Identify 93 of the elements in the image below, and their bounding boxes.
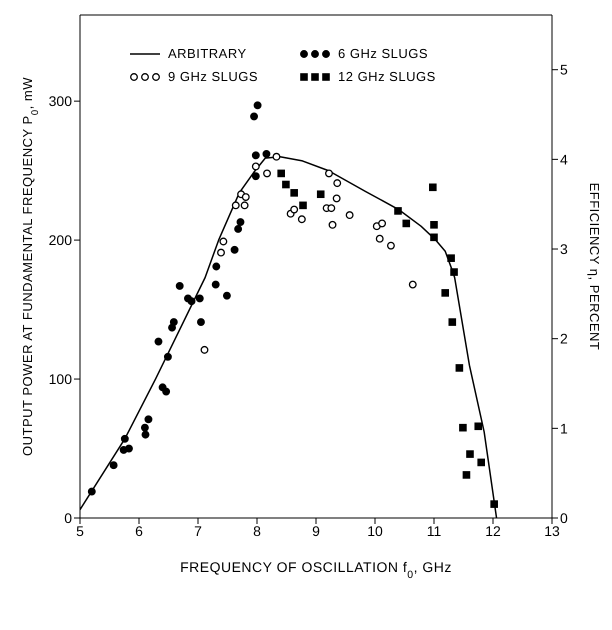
point [164,352,172,361]
point [162,388,170,396]
x-tick-label: 7 [194,522,202,539]
point [188,297,196,306]
y-tick-label: 100 [48,371,72,388]
point [212,262,220,270]
point [144,415,152,424]
point [394,207,402,215]
point [140,424,149,432]
point [212,280,220,289]
point [282,180,290,188]
point [325,169,333,178]
point [219,238,228,246]
point [252,162,260,170]
y-tick-label: 300 [48,93,72,110]
point [408,280,417,289]
point [240,201,249,210]
point [448,318,456,326]
x-tick-label: 12 [485,522,501,539]
point [234,225,242,233]
point [250,112,258,120]
point [299,202,307,210]
y2-tick-label: 5 [560,62,568,78]
point [328,220,336,229]
y-tick-label: 200 [48,232,72,248]
point [262,150,270,158]
point [252,151,260,160]
point [88,488,96,496]
point [447,254,455,262]
point [332,194,341,202]
x-tick-label: 11 [426,522,442,539]
x-tick-label: 5 [76,522,84,539]
point [456,364,464,372]
y2-tick-label: 1 [560,420,568,436]
point [466,450,474,458]
y-tick-label: 0 [64,510,72,526]
point [477,458,485,466]
point [196,294,204,302]
point [430,234,438,242]
point [263,169,271,178]
x-tick-label: 8 [253,522,262,539]
point [290,206,298,214]
point [474,422,482,430]
legend-label: 9 GHz SLUGS [168,69,258,84]
point [402,220,410,228]
x-tick-label: 10 [367,522,383,539]
x-tick-label: 9 [312,522,320,539]
point [125,444,133,452]
x-tick-label: 13 [544,522,560,539]
point [154,338,162,346]
point [200,346,208,354]
point [429,184,437,192]
point [290,189,298,197]
point [272,152,280,161]
point [327,204,336,212]
point [376,234,384,243]
point [232,201,240,210]
point [490,500,498,508]
point [378,219,386,228]
point [252,172,260,180]
point [217,248,225,257]
legend-label: ARBITRARY [168,46,247,61]
x-tick-label: 6 [135,522,144,539]
point [346,211,354,220]
x-axis-title: FREQUENCY OF OSCILLATION f$_{0}$, GHz [180,559,452,581]
point [142,430,150,439]
point [333,179,342,188]
point [254,101,262,110]
point [242,193,250,201]
point [277,170,285,178]
point [386,242,395,250]
legend-label: 6 GHz SLUGS [338,46,428,61]
point [459,424,467,432]
point [222,292,231,300]
y2-tick-label: 2 [560,330,568,347]
point [236,218,244,226]
legend-label: 12 GHz SLUGS [338,69,436,84]
point [430,221,438,229]
point [170,318,178,326]
point [176,282,184,290]
point [110,461,118,470]
point [441,289,450,297]
y2-tick-label: 4 [560,151,568,168]
y2-axis-title: EFFICIENCY η, PERCENT [587,182,602,350]
y2-tick-label: 0 [560,510,568,526]
point [197,318,205,326]
point [230,246,239,254]
point [120,434,129,443]
point [316,190,325,198]
point [298,215,306,224]
point [450,268,458,276]
y2-tick-label: 3 [560,240,568,257]
point [462,471,470,479]
